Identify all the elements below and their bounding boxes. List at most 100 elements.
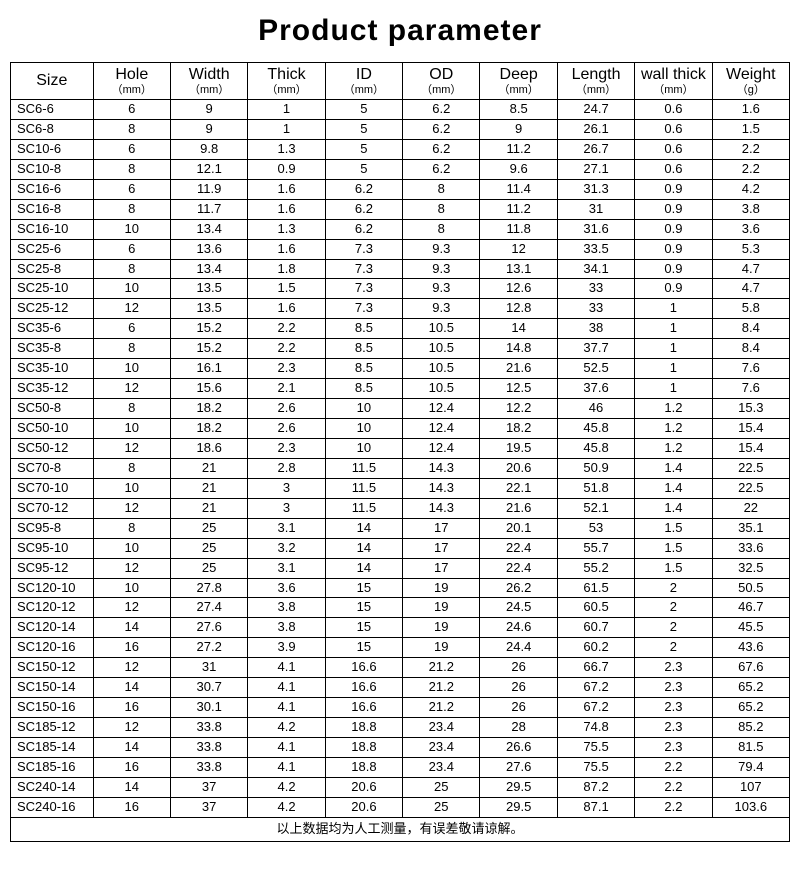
size-cell: SC16-10 bbox=[11, 219, 94, 239]
column-header-unit: （mm） bbox=[248, 84, 324, 97]
column-header-name: Hole bbox=[94, 66, 170, 84]
value-cell: 38 bbox=[557, 319, 634, 339]
value-cell: 35.1 bbox=[712, 518, 789, 538]
value-cell: 16 bbox=[93, 797, 170, 817]
value-cell: 6.2 bbox=[403, 159, 480, 179]
value-cell: 55.2 bbox=[557, 558, 634, 578]
table-body: SC6-669156.28.524.70.61.6SC6-889156.2926… bbox=[11, 100, 790, 818]
value-cell: 14 bbox=[325, 538, 402, 558]
value-cell: 3.8 bbox=[248, 618, 325, 638]
value-cell: 2.3 bbox=[635, 698, 712, 718]
column-header: ID（mm） bbox=[325, 63, 402, 100]
value-cell: 3 bbox=[248, 478, 325, 498]
value-cell: 12 bbox=[480, 239, 557, 259]
table-row: SC150-1212314.116.621.22666.72.367.6 bbox=[11, 658, 790, 678]
value-cell: 6 bbox=[93, 179, 170, 199]
value-cell: 1.6 bbox=[248, 239, 325, 259]
value-cell: 1.2 bbox=[635, 399, 712, 419]
size-cell: SC70-12 bbox=[11, 498, 94, 518]
value-cell: 8.4 bbox=[712, 339, 789, 359]
column-header-name: Size bbox=[11, 72, 93, 90]
value-cell: 7.3 bbox=[325, 239, 402, 259]
value-cell: 67.2 bbox=[557, 678, 634, 698]
value-cell: 1.3 bbox=[248, 139, 325, 159]
table-row: SC70-121221311.514.321.652.11.422 bbox=[11, 498, 790, 518]
value-cell: 1 bbox=[248, 119, 325, 139]
size-cell: SC25-6 bbox=[11, 239, 94, 259]
value-cell: 46.7 bbox=[712, 598, 789, 618]
size-cell: SC95-8 bbox=[11, 518, 94, 538]
value-cell: 5.3 bbox=[712, 239, 789, 259]
value-cell: 13.5 bbox=[170, 299, 247, 319]
value-cell: 9.3 bbox=[403, 279, 480, 299]
value-cell: 6.2 bbox=[403, 100, 480, 120]
column-header: Width（mm） bbox=[170, 63, 247, 100]
value-cell: 14 bbox=[480, 319, 557, 339]
value-cell: 8.5 bbox=[325, 339, 402, 359]
value-cell: 1.5 bbox=[712, 119, 789, 139]
value-cell: 53 bbox=[557, 518, 634, 538]
size-cell: SC150-16 bbox=[11, 698, 94, 718]
column-header-unit: （g） bbox=[713, 84, 789, 97]
value-cell: 3 bbox=[248, 498, 325, 518]
value-cell: 20.6 bbox=[480, 458, 557, 478]
value-cell: 26 bbox=[480, 698, 557, 718]
value-cell: 30.1 bbox=[170, 698, 247, 718]
value-cell: 75.5 bbox=[557, 757, 634, 777]
column-header: Weight（g） bbox=[712, 63, 789, 100]
value-cell: 4.1 bbox=[248, 698, 325, 718]
value-cell: 87.1 bbox=[557, 797, 634, 817]
value-cell: 1.8 bbox=[248, 259, 325, 279]
value-cell: 10 bbox=[93, 578, 170, 598]
value-cell: 5 bbox=[325, 139, 402, 159]
value-cell: 11.9 bbox=[170, 179, 247, 199]
value-cell: 9 bbox=[170, 100, 247, 120]
table-row: SC10-669.81.356.211.226.70.62.2 bbox=[11, 139, 790, 159]
value-cell: 1 bbox=[635, 339, 712, 359]
value-cell: 14 bbox=[93, 777, 170, 797]
value-cell: 9.3 bbox=[403, 239, 480, 259]
size-cell: SC35-10 bbox=[11, 359, 94, 379]
size-cell: SC6-8 bbox=[11, 119, 94, 139]
value-cell: 19.5 bbox=[480, 438, 557, 458]
value-cell: 3.1 bbox=[248, 518, 325, 538]
size-cell: SC16-8 bbox=[11, 199, 94, 219]
column-header-name: OD bbox=[403, 66, 479, 84]
value-cell: 3.6 bbox=[712, 219, 789, 239]
value-cell: 12.4 bbox=[403, 438, 480, 458]
value-cell: 14 bbox=[325, 558, 402, 578]
size-cell: SC95-12 bbox=[11, 558, 94, 578]
value-cell: 50.5 bbox=[712, 578, 789, 598]
value-cell: 0.9 bbox=[635, 279, 712, 299]
table-row: SC120-161627.23.9151924.460.2243.6 bbox=[11, 638, 790, 658]
value-cell: 10.5 bbox=[403, 319, 480, 339]
table-row: SC150-161630.14.116.621.22667.22.365.2 bbox=[11, 698, 790, 718]
size-cell: SC95-10 bbox=[11, 538, 94, 558]
value-cell: 12.1 bbox=[170, 159, 247, 179]
size-cell: SC70-8 bbox=[11, 458, 94, 478]
value-cell: 18.8 bbox=[325, 757, 402, 777]
value-cell: 74.8 bbox=[557, 718, 634, 738]
value-cell: 8.5 bbox=[325, 319, 402, 339]
value-cell: 12 bbox=[93, 598, 170, 618]
value-cell: 8.4 bbox=[712, 319, 789, 339]
value-cell: 11.2 bbox=[480, 139, 557, 159]
value-cell: 9.8 bbox=[170, 139, 247, 159]
value-cell: 7.3 bbox=[325, 299, 402, 319]
size-cell: SC70-10 bbox=[11, 478, 94, 498]
value-cell: 8 bbox=[93, 339, 170, 359]
column-header-name: Thick bbox=[248, 66, 324, 84]
value-cell: 8 bbox=[403, 219, 480, 239]
value-cell: 26 bbox=[480, 658, 557, 678]
table-row: SC6-669156.28.524.70.61.6 bbox=[11, 100, 790, 120]
column-header-name: Length bbox=[558, 66, 634, 84]
value-cell: 1.3 bbox=[248, 219, 325, 239]
value-cell: 11.2 bbox=[480, 199, 557, 219]
value-cell: 21.2 bbox=[403, 658, 480, 678]
value-cell: 16.6 bbox=[325, 678, 402, 698]
value-cell: 27.4 bbox=[170, 598, 247, 618]
value-cell: 6.2 bbox=[325, 179, 402, 199]
value-cell: 24.4 bbox=[480, 638, 557, 658]
column-header: Length（mm） bbox=[557, 63, 634, 100]
value-cell: 27.2 bbox=[170, 638, 247, 658]
